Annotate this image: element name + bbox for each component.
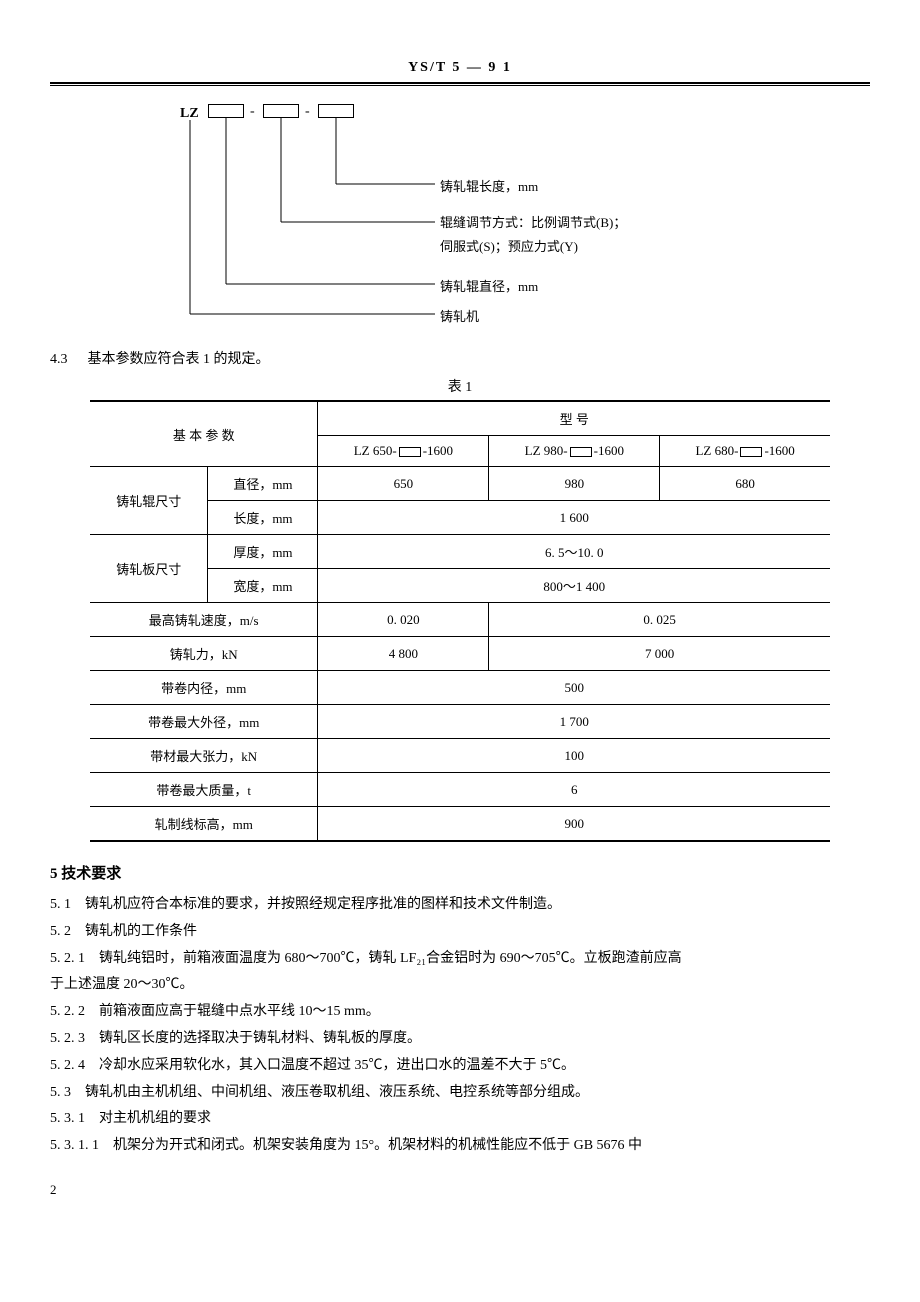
r-length: 长度，mm [208,501,318,535]
t521: 铸轧纯铝时，前箱液面温度为 680～700℃，铸轧 LF₂₁合金铝时为 690～… [99,951,682,966]
n521: 5. 2. 1 [50,951,85,966]
r-tension: 带材最大张力，kN [90,739,318,773]
table1-title: 表 1 [50,376,870,396]
n522: 5. 2. 2 [50,1004,85,1019]
r-outerdia: 带卷最大外径，mm [90,705,318,739]
n523: 5. 2. 3 [50,1031,85,1046]
n5311: 5. 3. 1. 1 [50,1138,99,1153]
header-rule [50,82,870,86]
sec-4-3-text: 基本参数应符合表 1 的规定。 [88,352,270,367]
th-m1: LZ 650--1600 [318,436,489,467]
r-thickness: 厚度，mm [208,535,318,569]
t51: 铸轧机应符合本标准的要求，并按照经规定程序批准的图样和技术文件制造。 [85,897,561,912]
n531: 5. 3. 1 [50,1111,85,1126]
r-len: 1 600 [318,501,830,535]
t524: 冷却水应采用软化水，其入口温度不超过 35℃，进出口水的温差不大于 5℃。 [99,1058,575,1073]
r-d1: 650 [318,467,489,501]
t52: 铸轧机的工作条件 [85,924,197,939]
r-maxspeed: 最高铸轧速度，m/s [90,603,318,637]
label-gap1: 辊缝调节方式：比例调节式(B)； [440,212,626,231]
r-sp2: 0. 025 [489,603,830,637]
th-param: 基 本 参 数 [90,401,318,467]
r-mass: 带卷最大质量，t [90,773,318,807]
r-d3: 680 [660,467,830,501]
r-rl: 900 [318,807,830,842]
label-machine: 铸轧机 [440,306,479,325]
page-number: 2 [50,1182,870,1198]
label-roll-diameter: 铸轧辊直径，mm [440,276,538,295]
table1: 基 本 参 数 型 号 LZ 650--1600 LZ 980--1600 LZ… [90,400,830,842]
r-f2: 7 000 [489,637,830,671]
t5311: 机架分为开式和闭式。机架安装角度为 15°。机架材料的机械性能应不低于 GB 5… [113,1138,642,1153]
t531: 对主机机组的要求 [99,1111,211,1126]
r-ten: 100 [318,739,830,773]
r-innerdia: 带卷内径，mm [90,671,318,705]
sec5-title: 5 技术要求 [50,862,870,883]
th-model: 型 号 [318,401,830,436]
r-diameter: 直径，mm [208,467,318,501]
th-m2: LZ 980--1600 [489,436,660,467]
doc-code: YS/T 5 — 9 1 [50,60,870,76]
r-f1: 4 800 [318,637,489,671]
t522: 前箱液面应高于辊缝中点水平线 10～15 mm。 [99,1004,380,1019]
n53: 5. 3 [50,1085,71,1100]
r-wid: 800～1 400 [318,569,830,603]
r-platesize: 铸轧板尺寸 [90,535,208,603]
th-m3: LZ 680--1600 [660,436,830,467]
n52: 5. 2 [50,924,71,939]
body-text: 5. 1 铸轧机应符合本标准的要求，并按照经规定程序批准的图样和技术文件制造。 … [50,893,870,1158]
n524: 5. 2. 4 [50,1058,85,1073]
r-d2: 980 [489,467,660,501]
r-force: 铸轧力，kN [90,637,318,671]
r-id: 500 [318,671,830,705]
r-width: 宽度，mm [208,569,318,603]
sec-4-3: 4.3 基本参数应符合表 1 的规定。 [50,348,870,368]
model-diagram: LZ - - 铸轧辊长度，mm 辊缝调节方式：比例调节式(B)； 伺服式(S)；… [180,104,740,334]
r-sp1: 0. 020 [318,603,489,637]
t53: 铸轧机由主机机组、中间机组、液压卷取机组、液压系统、电控系统等部分组成。 [85,1085,589,1100]
sec-4-3-num: 4.3 [50,352,84,368]
r-ms: 6 [318,773,830,807]
n51: 5. 1 [50,897,71,912]
label-gap2: 伺服式(S)；预应力式(Y) [440,236,578,255]
r-rollline: 轧制线标高，mm [90,807,318,842]
t521b: 于上述温度 20～30℃。 [50,973,870,997]
t523: 铸轧区长度的选择取决于铸轧材料、铸轧板的厚度。 [99,1031,421,1046]
r-thick: 6. 5～10. 0 [318,535,830,569]
r-od: 1 700 [318,705,830,739]
r-rollsize: 铸轧辊尺寸 [90,467,208,535]
label-roll-length: 铸轧辊长度，mm [440,176,538,195]
